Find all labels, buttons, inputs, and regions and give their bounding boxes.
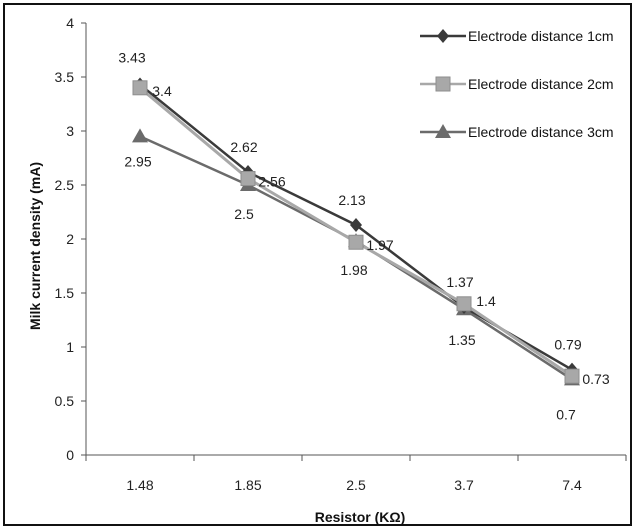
data-label: 3.43 [118,50,145,66]
chart-frame [3,3,632,526]
data-point-marker [564,368,580,384]
y-tick-label: 1.5 [55,285,75,301]
x-tick-label: 3.7 [454,477,474,493]
legend-marker [435,124,451,138]
data-point-marker [350,217,362,232]
y-tick-labels: 0 0.5 1 1.5 2 2.5 3 3.5 4 [55,15,75,463]
y-tick-label: 0.5 [55,393,75,409]
legend-marker [435,76,451,92]
data-label: 0.79 [554,337,581,353]
data-label: 2.95 [124,153,151,169]
data-label: 2.56 [258,174,285,190]
data-label: 2.62 [230,139,257,155]
data-label: 2.5 [234,206,254,222]
data-label: 1.35 [448,332,475,348]
data-label: 1.37 [446,274,473,290]
y-tick-label: 3 [66,123,74,139]
legend-entry: Electrode distance 2cm [468,76,614,92]
data-label: 1.97 [366,237,393,253]
data-point-marker [456,296,472,312]
y-axis-title: Milk current density (mA) [27,162,43,330]
x-axis-title: Resistor (KΩ) [315,509,406,525]
y-tick-label: 1 [66,339,74,355]
data-label: 1.98 [340,262,367,278]
series-markers [132,77,580,386]
y-tick-label: 4 [66,15,74,31]
data-point-marker [132,80,148,96]
x-tick-label: 1.48 [126,477,153,493]
x-tick-label: 2.5 [346,477,366,493]
series-line-3 [139,135,573,381]
data-label: 0.7 [556,406,576,422]
y-tick-label: 2.5 [55,177,75,193]
y-tick-label: 0 [66,447,74,463]
y-tick-label: 3.5 [55,69,75,85]
y-tick-label: 2 [66,231,74,247]
legend-marker [437,29,449,43]
data-point-marker [240,171,256,187]
data-label: 3.4 [152,83,172,99]
x-tick-label: 7.4 [562,477,582,493]
axes [81,22,627,461]
legend-entry: Electrode distance 1cm [468,28,614,44]
data-labels: 3.43 2.62 2.13 1.37 0.79 3.4 2.56 1.97 1.4 0.73 2.… [118,50,609,423]
data-label: 0.73 [582,371,609,387]
legend-entry: Electrode distance 3cm [468,124,614,140]
data-point-marker [348,234,364,250]
x-tick-label: 1.85 [234,477,261,493]
data-label: 2.13 [338,192,365,208]
data-point-marker [132,128,148,143]
x-tick-labels: 1.48 1.85 2.5 3.7 7.4 [126,477,582,493]
legend: Electrode distance 1cm Electrode distance… [420,28,614,140]
data-label: 1.4 [476,293,496,309]
